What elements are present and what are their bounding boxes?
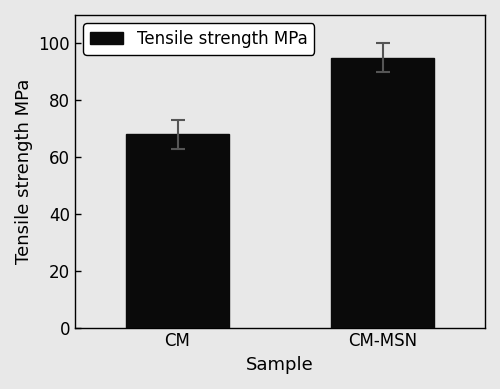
Bar <box>126 134 229 328</box>
Bar <box>332 58 434 328</box>
Legend: Tensile strength MPa: Tensile strength MPa <box>84 23 314 55</box>
X-axis label: Sample: Sample <box>246 356 314 374</box>
Y-axis label: Tensile strength MPa: Tensile strength MPa <box>15 79 33 264</box>
